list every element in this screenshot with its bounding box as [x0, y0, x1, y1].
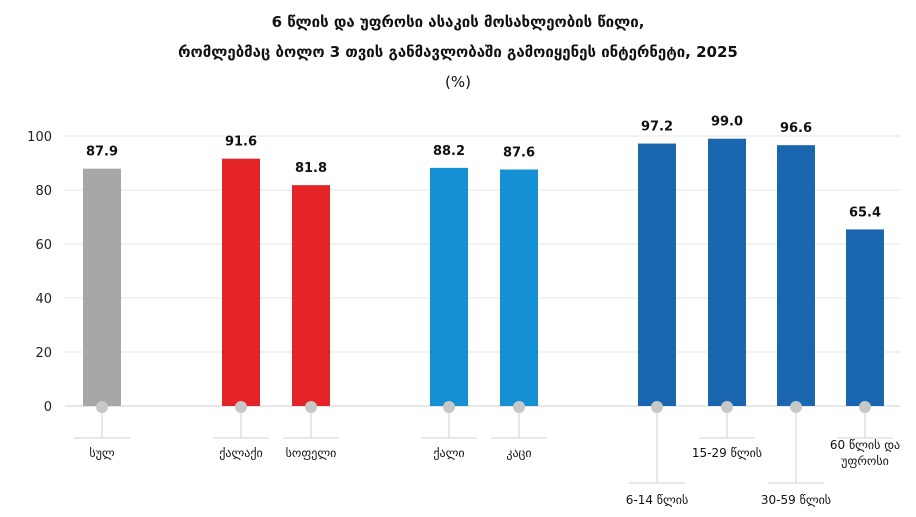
bar: [222, 158, 260, 406]
chart-title-line-1: 6 წლის და უფროსი ასაკის მოსახლეობის წილი…: [271, 13, 645, 31]
category-marker: [790, 401, 802, 413]
category-marker: [721, 401, 733, 413]
data-label: 88.2: [433, 144, 465, 159]
category-label: ქალაქი: [219, 446, 262, 460]
bar: [846, 229, 884, 406]
category-label: სოფელი: [286, 446, 337, 460]
category-marker: [443, 401, 455, 413]
bar: [708, 138, 746, 406]
chart-title-line-2: რომლებმაც ბოლო 3 თვის განმავლობაში გამოი…: [178, 43, 738, 61]
category-label: 15-29 წლის: [692, 446, 762, 460]
bar: [777, 145, 815, 406]
bar: [292, 185, 330, 406]
category-marker: [513, 401, 525, 413]
category-marker: [96, 401, 108, 413]
data-label: 81.8: [295, 161, 327, 176]
category-label: 30-59 წლის: [761, 493, 831, 507]
category-marker: [235, 401, 247, 413]
data-label: 99.0: [711, 115, 743, 130]
category-label: 6-14 წლის: [626, 493, 689, 507]
bar: [500, 169, 538, 406]
y-tick-label: 20: [35, 346, 52, 361]
y-tick-label: 40: [35, 292, 52, 307]
category-marker: [305, 401, 317, 413]
category-label: სულ: [89, 446, 115, 460]
bar: [638, 143, 676, 406]
category-marker: [859, 401, 871, 413]
category-label: კაცი: [506, 446, 531, 460]
data-label: 97.2: [641, 120, 673, 135]
y-tick-label: 0: [44, 400, 52, 415]
bar: [430, 167, 468, 406]
data-label: 91.6: [225, 135, 257, 150]
data-label: 87.6: [503, 145, 535, 160]
category-label: უფროსი: [841, 454, 889, 468]
data-label: 96.6: [780, 121, 812, 136]
data-label: 87.9: [86, 145, 118, 160]
y-tick-label: 80: [35, 184, 52, 199]
bar: [83, 168, 121, 406]
category-marker: [651, 401, 663, 413]
category-label: ქალი: [433, 446, 464, 460]
y-tick-label: 60: [35, 238, 52, 253]
y-tick-label: 100: [27, 130, 52, 145]
data-label: 65.4: [849, 205, 881, 220]
chart-unit: (%): [445, 73, 471, 91]
category-label: 60 წლის და: [830, 438, 900, 452]
